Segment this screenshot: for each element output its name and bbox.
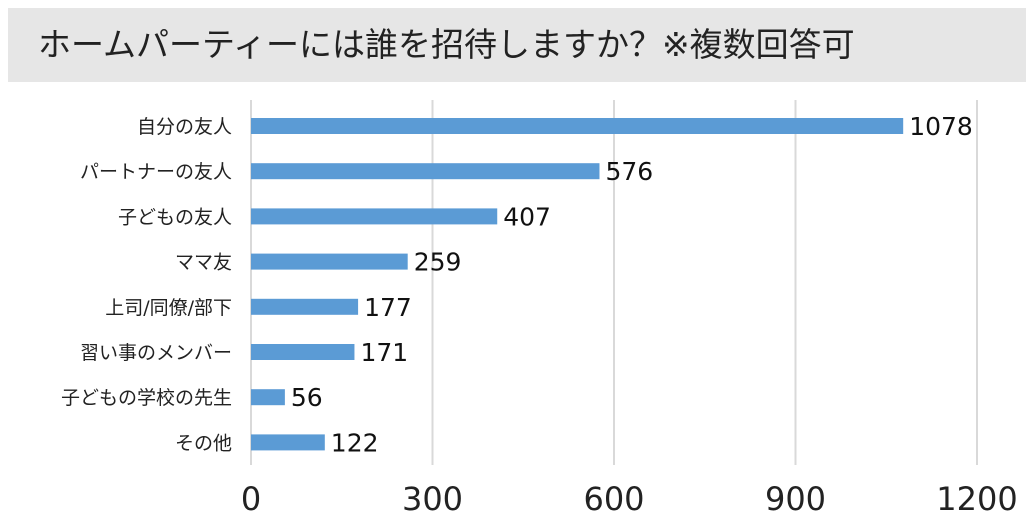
data-label: 171 bbox=[360, 338, 408, 367]
x-tick-label: 0 bbox=[241, 480, 261, 518]
category-label: その他 bbox=[175, 432, 232, 454]
category-label: ママ友 bbox=[175, 252, 232, 274]
x-tick-label: 600 bbox=[583, 480, 644, 518]
category-label: 上司/同僚/部下 bbox=[105, 297, 232, 319]
data-label: 407 bbox=[503, 202, 551, 231]
bar bbox=[251, 434, 325, 451]
data-label: 122 bbox=[331, 428, 379, 457]
category-label: 子どもの学校の先生 bbox=[61, 387, 232, 409]
category-label: 自分の友人 bbox=[137, 116, 232, 138]
x-tick-label: 1200 bbox=[936, 480, 1017, 518]
x-tick-label: 300 bbox=[402, 480, 463, 518]
bar bbox=[251, 253, 408, 270]
data-label: 576 bbox=[605, 157, 653, 186]
bar bbox=[251, 344, 355, 360]
bar bbox=[251, 208, 498, 225]
bar bbox=[251, 389, 285, 406]
category-label: 習い事のメンバー bbox=[80, 342, 232, 364]
bar bbox=[251, 118, 904, 134]
bar bbox=[251, 163, 600, 180]
chart-title: ホームパーティーには誰を招待しますか？※複数回答可 bbox=[38, 25, 855, 64]
data-label: 1078 bbox=[909, 112, 973, 141]
category-label: パートナーの友人 bbox=[80, 161, 232, 183]
data-label: 56 bbox=[291, 383, 323, 412]
data-label: 259 bbox=[414, 248, 462, 277]
category-label: 子どもの友人 bbox=[118, 206, 232, 228]
x-tick-label: 900 bbox=[765, 480, 826, 518]
data-label: 177 bbox=[364, 293, 412, 322]
bar bbox=[251, 298, 359, 315]
title-bar: ホームパーティーには誰を招待しますか？※複数回答可 bbox=[8, 8, 1026, 82]
